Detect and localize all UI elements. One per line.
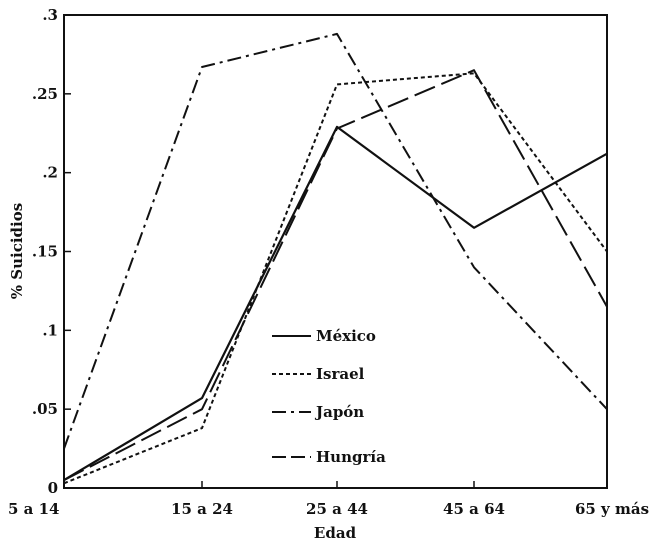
x-tick-label: 45 a 64 [443, 500, 505, 518]
y-tick-label: .2 [42, 164, 58, 182]
legend-label: Israel [316, 365, 365, 383]
series-line-hungria [63, 69, 608, 481]
y-tick-label: 0 [48, 479, 58, 497]
x-axis-title: Edad [314, 524, 357, 542]
y-tick-label: .15 [32, 243, 58, 261]
legend-label: México [316, 327, 376, 345]
series-layer [63, 32, 608, 485]
x-axis: 5 a 14 15 a 24 25 a 44 45 a 64 65 y más [8, 481, 649, 518]
x-tick-label: 25 a 44 [306, 500, 368, 518]
series-line-japon [63, 32, 608, 449]
legend-label: Japón [314, 403, 364, 421]
x-tick-label: 65 y más [575, 500, 649, 518]
y-tick-label: .1 [42, 321, 58, 339]
y-tick-label: .3 [42, 6, 58, 24]
y-axis: 0 .05 .1 .15 .2 .25 .3 [32, 6, 71, 497]
legend-label: Hungría [316, 448, 386, 466]
series-line-mexico [63, 125, 608, 482]
x-tick-label: 5 a 14 [8, 500, 59, 518]
y-tick-label: .25 [32, 85, 58, 103]
y-axis-title: % Suicidios [8, 203, 26, 299]
legend: México Israel Japón Hungría [272, 327, 386, 466]
x-tick-label: 15 a 24 [171, 500, 233, 518]
y-tick-label: .05 [32, 400, 58, 418]
series-line-israel [63, 72, 608, 485]
